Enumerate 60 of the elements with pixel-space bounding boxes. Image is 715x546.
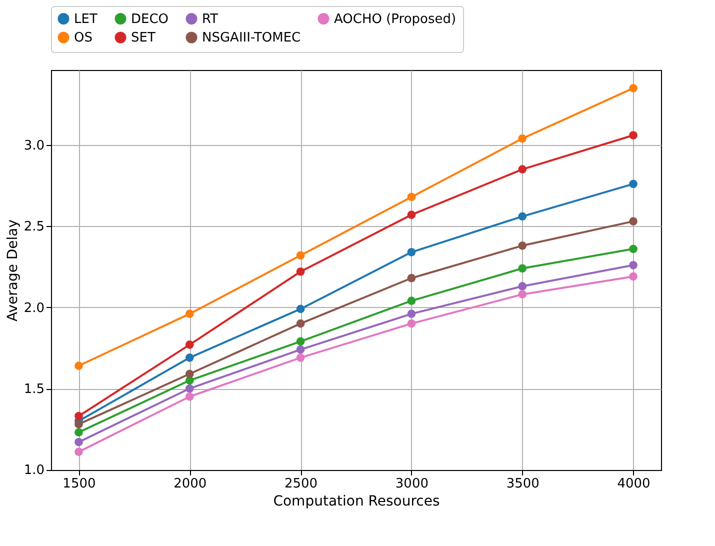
point — [74, 412, 83, 420]
x-tick-label: 1500 — [62, 476, 96, 492]
point — [74, 438, 83, 446]
point — [296, 337, 305, 346]
point — [296, 267, 305, 276]
point — [407, 192, 416, 202]
point — [407, 274, 416, 282]
y-axis-title: Average Delay — [4, 219, 21, 322]
y-tick-label: 1.5 — [24, 382, 44, 398]
point — [518, 212, 527, 221]
point — [629, 272, 638, 281]
x-tick-label: 4000 — [617, 476, 650, 492]
legend-label: DECO — [131, 12, 169, 27]
x-axis-title: Computation Resources — [273, 494, 440, 510]
point — [518, 165, 527, 174]
point — [185, 310, 194, 318]
point — [629, 217, 638, 226]
x-tick-label: 2000 — [174, 476, 207, 492]
point — [74, 362, 83, 370]
point — [629, 244, 638, 254]
legend-label: LET — [74, 12, 98, 27]
legend-label: AOCHO (Proposed) — [334, 12, 456, 27]
point — [407, 319, 416, 328]
point — [296, 251, 305, 260]
legend-label: OS — [74, 30, 92, 46]
point — [185, 353, 194, 362]
y-tick-label: 3.0 — [24, 138, 44, 154]
point — [74, 428, 83, 437]
x-tick-label: 3000 — [395, 476, 428, 492]
point — [629, 260, 638, 270]
legend-label: SET — [131, 30, 156, 46]
point — [185, 370, 194, 378]
x-tick-label: 2500 — [284, 476, 318, 492]
point — [518, 134, 527, 143]
y-tick-label: 1.0 — [24, 463, 44, 478]
point — [407, 248, 416, 256]
point — [74, 448, 83, 456]
point — [518, 282, 527, 290]
point — [518, 290, 527, 299]
point — [407, 296, 416, 306]
point — [296, 319, 305, 328]
point — [407, 210, 416, 219]
point — [296, 353, 305, 362]
point — [74, 420, 83, 428]
x-tick-label: 3500 — [506, 476, 540, 492]
point — [296, 345, 305, 354]
point — [185, 384, 194, 393]
legend-label: RT — [202, 12, 218, 27]
y-tick-label: 2.5 — [24, 220, 44, 235]
point — [407, 310, 416, 318]
point — [518, 264, 527, 273]
point — [296, 304, 305, 314]
point — [518, 241, 527, 250]
point — [629, 84, 638, 92]
legend-label: NSGAIII-TOMEC — [202, 30, 301, 46]
y-tick-label: 2.0 — [24, 300, 44, 316]
point — [185, 392, 194, 401]
point — [185, 340, 194, 349]
point — [629, 180, 638, 188]
point — [629, 131, 638, 140]
